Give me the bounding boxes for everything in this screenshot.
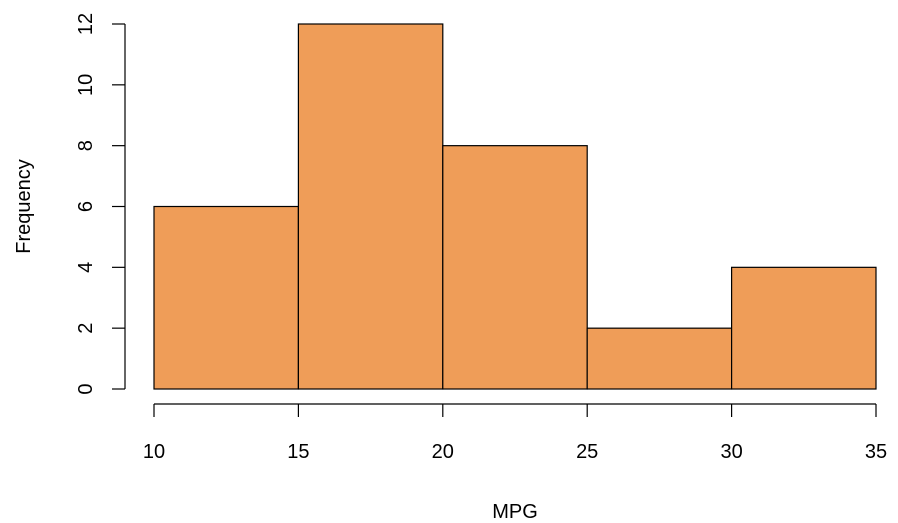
y-tick-label: 0 xyxy=(75,383,97,394)
histogram-bar-30-35 xyxy=(730,266,877,390)
x-tick-label: 35 xyxy=(865,441,887,463)
histogram-bar-25-30 xyxy=(586,327,733,390)
y-tick-label: 12 xyxy=(75,13,97,35)
histogram-bar-15-20 xyxy=(297,23,444,390)
y-tick-label: 8 xyxy=(75,140,97,151)
x-axis-label: MPG xyxy=(492,501,538,523)
y-tick-label: 10 xyxy=(75,74,97,96)
x-axis: 10 15 20 25 30 35 xyxy=(143,403,887,463)
y-tick-label: 6 xyxy=(75,201,97,212)
y-tick-label: 2 xyxy=(75,323,97,334)
x-tick-label: 15 xyxy=(287,441,309,463)
histogram-bar-20-25 xyxy=(442,145,588,390)
bars-group xyxy=(153,23,877,390)
x-tick-label: 25 xyxy=(576,441,598,463)
x-tick-label: 30 xyxy=(720,441,742,463)
x-tick-label: 20 xyxy=(432,441,454,463)
histogram-bar-10-15 xyxy=(153,205,299,390)
y-axis-label: Frequency xyxy=(13,159,35,254)
x-tick-label: 10 xyxy=(143,441,165,463)
y-axis: 0 2 4 6 8 10 12 xyxy=(75,13,126,395)
y-tick-label: 4 xyxy=(75,262,97,273)
